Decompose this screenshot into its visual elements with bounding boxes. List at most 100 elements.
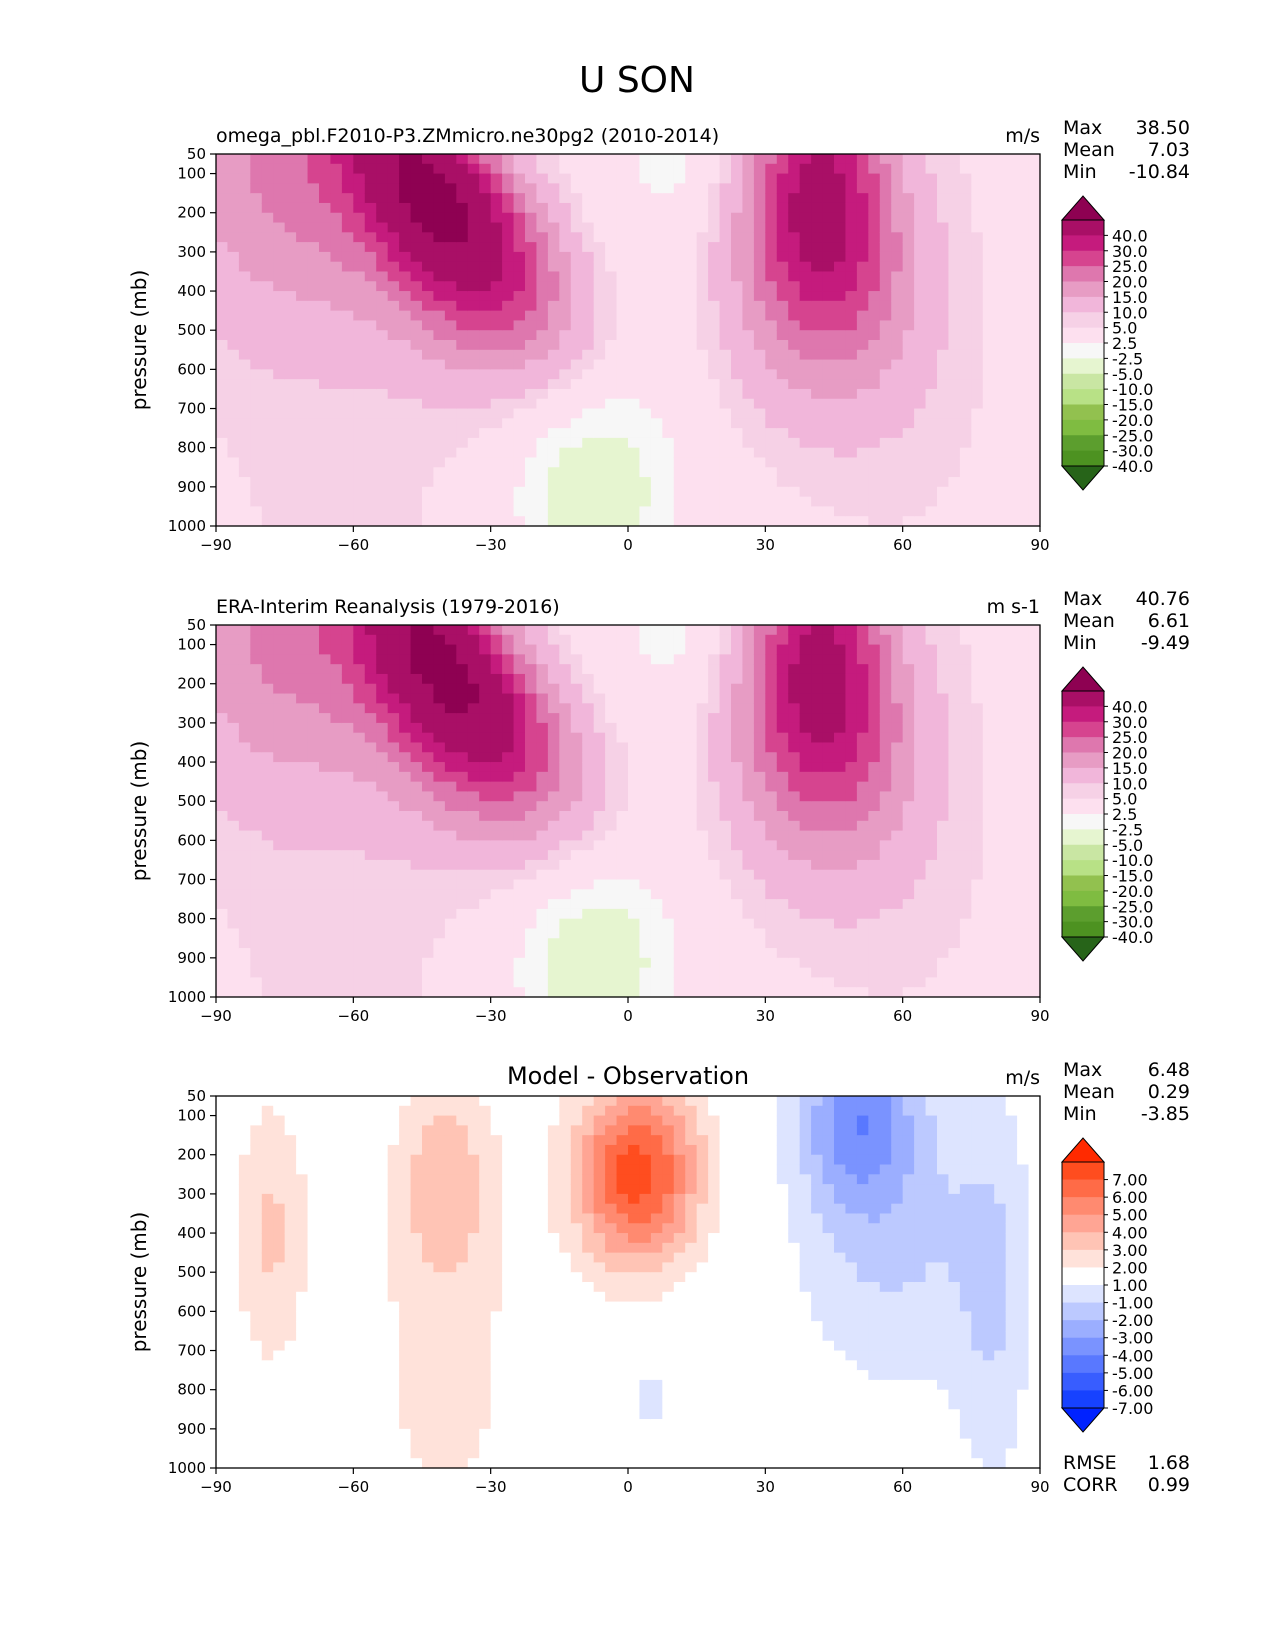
field-cell <box>307 359 320 370</box>
field-cell <box>708 408 721 419</box>
field-cell <box>296 428 309 439</box>
field-cell <box>261 310 274 322</box>
field-cell <box>685 673 698 685</box>
field-cell <box>559 281 572 292</box>
field-cell <box>444 752 457 763</box>
field-cell <box>490 732 503 744</box>
field-cell <box>822 467 835 478</box>
field-cell <box>982 242 995 253</box>
field-cell <box>467 193 480 204</box>
field-cell <box>296 251 309 263</box>
field-cell <box>525 183 538 194</box>
field-cell <box>685 418 698 429</box>
field-cell <box>742 447 755 459</box>
field-cell <box>479 261 492 273</box>
field-cell <box>937 379 950 390</box>
field-cell <box>822 408 835 419</box>
field-cell <box>685 928 698 939</box>
field-cell <box>776 683 789 695</box>
field-cell <box>811 330 824 341</box>
field-cell <box>673 908 686 920</box>
field-cell <box>547 908 560 920</box>
field-cell <box>376 752 389 763</box>
field-cell <box>582 369 595 380</box>
field-cell <box>639 271 652 282</box>
field-cell <box>834 486 847 498</box>
field-cell <box>765 418 778 429</box>
field-cell <box>868 222 881 233</box>
field-cell <box>353 379 366 390</box>
field-cell <box>319 869 332 881</box>
field-cell <box>284 506 297 517</box>
field-cell <box>319 379 332 390</box>
field-cell <box>364 447 377 459</box>
field-cell <box>559 369 572 380</box>
field-cell <box>502 967 515 979</box>
field-cell <box>834 918 847 930</box>
field-cell <box>731 428 744 439</box>
field-cell <box>902 193 915 204</box>
field-cell <box>525 967 538 979</box>
field-cell <box>685 173 698 184</box>
field-cell <box>284 957 297 969</box>
field-cell <box>742 771 755 783</box>
field-cell <box>811 291 824 302</box>
field-cell <box>719 163 732 175</box>
field-cell <box>433 693 446 704</box>
field-cell <box>353 281 366 292</box>
field-cell <box>238 516 251 527</box>
field-cell <box>799 300 812 312</box>
field-cell <box>948 222 961 233</box>
field-cell <box>433 408 446 419</box>
field-cell <box>319 359 332 370</box>
field-cell <box>307 664 320 675</box>
field-cell <box>250 938 263 949</box>
field-cell <box>742 202 755 214</box>
field-cell <box>834 467 847 478</box>
field-cell <box>261 408 274 419</box>
field-cell <box>776 428 789 439</box>
field-cell <box>731 437 744 449</box>
field-cell <box>593 457 606 468</box>
field-cell <box>765 850 778 861</box>
field-cell <box>593 908 606 920</box>
field-cell <box>994 398 1007 410</box>
field-cell <box>399 202 412 214</box>
field-cell <box>788 388 801 400</box>
field-cell <box>490 261 503 273</box>
field-cell <box>856 713 869 724</box>
field-cell <box>261 173 274 184</box>
field-cell <box>319 457 332 468</box>
field-cell <box>433 340 446 351</box>
field-cell <box>845 310 858 322</box>
field-cell <box>719 271 732 282</box>
field-cell <box>307 644 320 655</box>
field-cell <box>582 291 595 302</box>
field-cell <box>410 447 423 459</box>
field-cell <box>593 349 606 361</box>
field-cell <box>856 732 869 744</box>
field-cell <box>433 634 446 646</box>
colorbar-segment <box>1062 404 1104 421</box>
field-cell <box>776 477 789 488</box>
field-cell <box>616 957 629 969</box>
field-cell <box>467 625 480 636</box>
field-cell <box>765 183 778 194</box>
field-cell <box>444 664 457 675</box>
field-cell <box>776 938 789 949</box>
field-cell <box>582 467 595 478</box>
field-cell <box>250 251 263 263</box>
field-cell <box>639 232 652 243</box>
field-cell <box>719 703 732 714</box>
field-cell <box>650 163 663 175</box>
field-cell <box>742 212 755 224</box>
field-cell <box>273 673 286 685</box>
field-cell <box>238 762 251 773</box>
field-cell <box>719 261 732 273</box>
field-cell <box>856 634 869 646</box>
field-cell <box>467 781 480 793</box>
field-cell <box>616 762 629 773</box>
field-cell <box>467 771 480 783</box>
field-cell <box>982 349 995 361</box>
field-cell <box>547 713 560 724</box>
